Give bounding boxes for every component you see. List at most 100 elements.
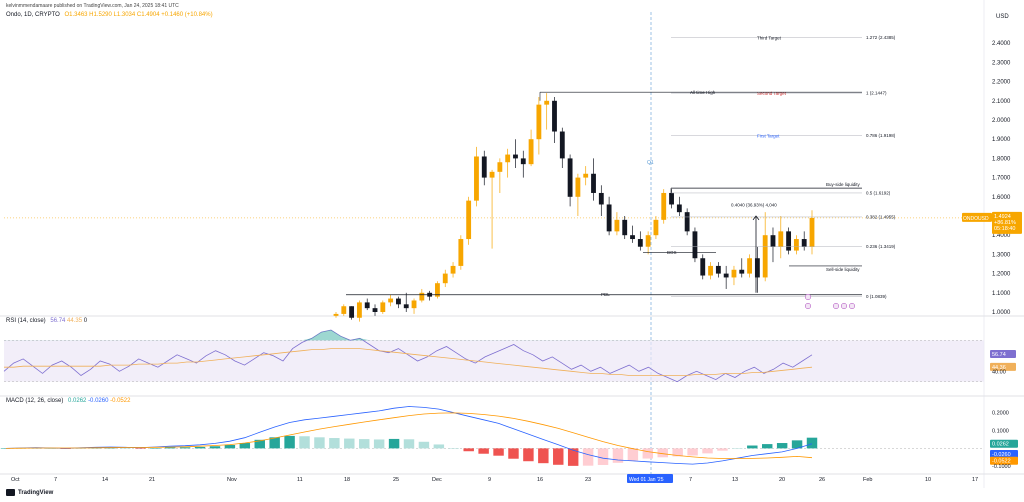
candle-body (372, 308, 378, 312)
candle-body (364, 302, 370, 309)
date-axis-tick: 9 (488, 477, 491, 483)
rsi-title: RSI (14, close) (6, 318, 46, 324)
macd-histogram-bar (732, 448, 743, 449)
candle-body (341, 306, 347, 314)
candle-body (380, 302, 386, 312)
rsi-extra-value: 0 (83, 318, 88, 324)
macd-histogram-bar (150, 448, 161, 449)
macd-histogram-bar (612, 448, 624, 463)
price-axis-tick: 1.2000 (992, 272, 1011, 278)
event-marker-icon (848, 302, 856, 310)
date-axis-tick: 26 (819, 477, 825, 483)
macd-hist-value: 0.0262 (68, 398, 87, 404)
candle-body (356, 302, 362, 318)
date-axis-tick: Dec (432, 477, 442, 483)
macd-histogram-bar (448, 448, 460, 449)
macd-histogram-bar (747, 445, 758, 449)
candle-body (606, 204, 612, 232)
candle-body (723, 273, 729, 278)
price-axis-tick: 2.1000 (992, 99, 1011, 105)
candle-body (778, 231, 784, 247)
candle-body (715, 265, 721, 274)
fib-level-label: 1.272 (2.4385) (866, 35, 896, 40)
macd-legend[interactable]: MACD (12, 26, close) 0.0262 -0.0260 -0.0… (6, 398, 130, 404)
macd-histogram-bar (329, 438, 340, 449)
price-axis-tick: 2.2000 (992, 80, 1011, 86)
macd-histogram-bar (344, 438, 355, 449)
date-axis-tick: 7 (54, 477, 57, 483)
candle-body (403, 304, 409, 309)
macd-histogram-bar (582, 448, 594, 466)
rsi-legend[interactable]: RSI (14, close) 56.74 44.35 0 (6, 318, 87, 324)
date-axis-tick: 18 (344, 477, 350, 483)
candle-body (505, 154, 511, 163)
buy-side-label: Buy-side liquidity (826, 182, 861, 187)
candle-body (762, 235, 768, 278)
candle-body (739, 269, 745, 274)
ohlc-values: O1.3463 H1.5290 L1.3034 C1.4904 +0.1460 … (64, 12, 213, 18)
macd-histogram-bar (567, 448, 579, 466)
rsi-axis-label: 44.36 (992, 365, 1006, 371)
macd-histogram-bar (388, 438, 400, 449)
macd-axis-tag (990, 439, 1018, 448)
event-marker-icon (804, 302, 812, 310)
tradingview-mark-icon (6, 489, 15, 496)
macd-histogram-bar (806, 437, 818, 449)
macd-histogram-bar (776, 443, 788, 449)
macd-histogram-bar (358, 439, 370, 449)
candle-body (754, 258, 760, 278)
bos-label: BOS (667, 250, 677, 255)
macd-histogram-bar (657, 448, 668, 458)
macd-histogram-bar (702, 448, 713, 454)
rsi-axis-tag (990, 350, 1016, 359)
macd-histogram-bar (373, 439, 385, 449)
target-label: Second Target (757, 91, 787, 96)
event-marker-icon (832, 302, 840, 310)
sell-side-label: Sell-side liquidity (826, 267, 860, 272)
date-axis-tick: 11 (297, 477, 303, 483)
date-axis-tick: Oct (11, 477, 20, 483)
candle-body (614, 219, 620, 232)
macd-histogram-bar (463, 448, 474, 452)
macd-histogram-bar (135, 448, 146, 449)
macd-histogram-bar (75, 448, 86, 449)
candle-body (575, 177, 581, 197)
macd-histogram-bar (299, 436, 310, 449)
tradingview-logo: TradingView (6, 489, 53, 496)
macd-histogram-bar (314, 437, 325, 449)
macd-histogram-bar (717, 448, 728, 451)
macd-axis-label: -0.0522 (992, 459, 1011, 465)
candle-body (637, 239, 643, 247)
candle-body (552, 100, 557, 132)
macd-histogram-bar (120, 448, 131, 449)
date-axis-tick: 7 (689, 477, 692, 483)
macd-histogram-bar (239, 443, 251, 449)
date-axis-tick: 14 (102, 477, 108, 483)
price-axis-tick: 1.9000 (992, 137, 1011, 143)
macd-histogram-bar (493, 448, 504, 456)
macd-histogram-bar (687, 448, 698, 456)
macd-histogram-bar (403, 439, 415, 449)
date-highlight-tag (627, 474, 673, 483)
macd-histogram-bar (597, 448, 609, 465)
last-price-tag (962, 212, 992, 222)
rsi-ma-value: 44.35 (67, 318, 83, 324)
q1-label: Q1 (647, 160, 654, 166)
macd-axis-label: 0.1000 (992, 429, 1009, 435)
candle-body (411, 300, 417, 309)
candle-body (809, 217, 815, 247)
fib-level-label: 1 (2.1447) (866, 91, 887, 96)
candle-body (536, 104, 542, 140)
symbol-title: Ondo, 1D, CRYPTO (6, 12, 60, 18)
target-label: Third Target (757, 35, 782, 40)
candle-body (481, 156, 487, 178)
macd-histogram-bar (269, 437, 280, 449)
macd-axis-label: -0.1000 (992, 464, 1011, 470)
candle-body (669, 192, 674, 205)
macd-title: MACD (12, 26, close) (6, 398, 64, 404)
macd-histogram-bar (523, 448, 534, 462)
candle-body (653, 219, 659, 236)
macd-histogram-bar (209, 446, 221, 449)
candle-body (801, 239, 807, 247)
